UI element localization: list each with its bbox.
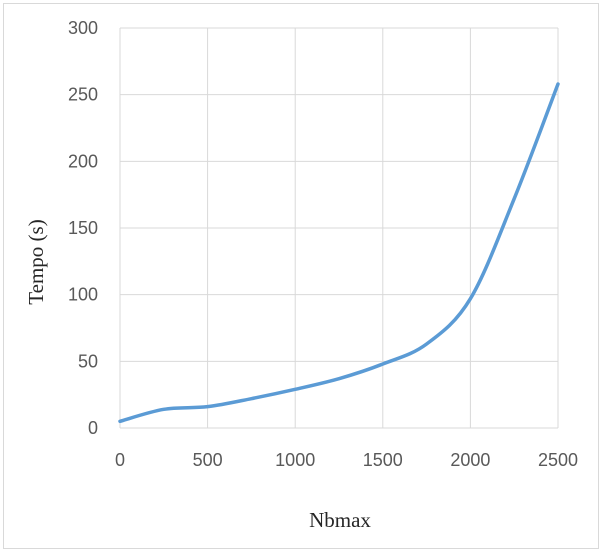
y-axis-ticks: 0 50 100 150 200 250 300 (68, 18, 98, 438)
x-tick-label: 0 (115, 450, 125, 470)
x-tick-label: 1000 (275, 450, 315, 470)
data-point (295, 389, 296, 390)
y-tick-label: 250 (68, 85, 98, 105)
data-point (251, 398, 252, 399)
grid (119, 27, 559, 429)
x-tick-label: 2500 (538, 450, 578, 470)
data-point (120, 421, 121, 422)
data-point (470, 298, 471, 299)
y-tick-label: 100 (68, 285, 98, 305)
series-line (118, 82, 560, 424)
data-point (558, 84, 559, 85)
x-tick-label: 2000 (450, 450, 490, 470)
y-tick-label: 300 (68, 18, 98, 38)
y-tick-label: 50 (78, 351, 98, 371)
x-tick-label: 500 (193, 450, 223, 470)
y-tick-label: 0 (88, 418, 98, 438)
data-point (514, 198, 515, 199)
x-axis-ticks: 0 500 1000 1500 2000 2500 (115, 450, 578, 470)
data-point (339, 378, 340, 379)
data-point (426, 344, 427, 345)
data-point (163, 409, 164, 410)
series-layer (118, 82, 560, 424)
x-axis-title: Nbmax (309, 508, 371, 532)
data-point (382, 364, 383, 365)
y-axis-title: Tempo (s) (24, 219, 48, 304)
y-tick-label: 150 (68, 218, 98, 238)
x-tick-label: 1500 (363, 450, 403, 470)
y-tick-label: 200 (68, 151, 98, 171)
data-point (207, 406, 208, 407)
chart-frame (3, 3, 599, 549)
